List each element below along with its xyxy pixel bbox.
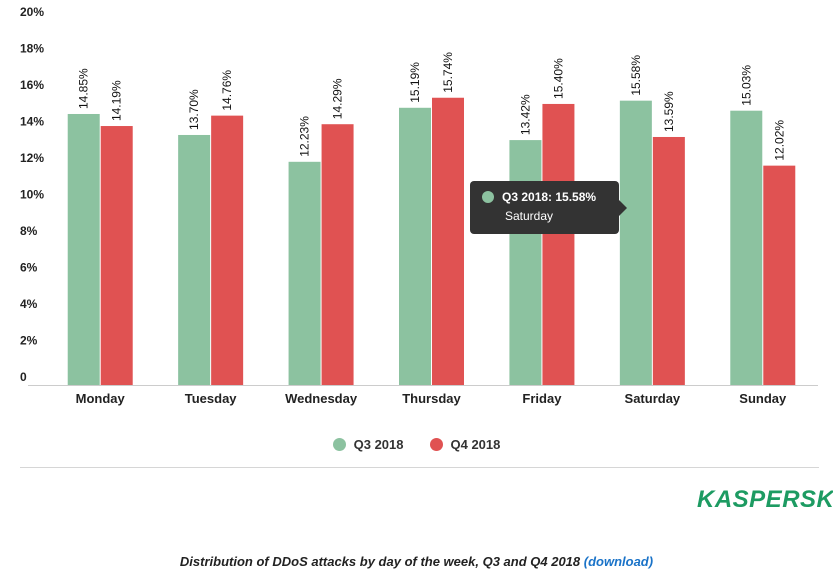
legend-q3-dot — [332, 438, 346, 451]
bars-group: 14.85% 14.19% 13.70% 14.76% 12.23% 14.29% 15.1… — [67, 52, 796, 386]
data-label: 15.58% — [629, 55, 643, 96]
x-tick-label: Saturday — [625, 391, 681, 406]
y-tick-label: 12% — [20, 151, 44, 165]
tooltip: Q3 2018: 15.58% Saturday — [470, 181, 627, 234]
logo-text: KASPERSKY — [697, 486, 833, 513]
x-tick-label: Friday — [522, 391, 562, 406]
legend: Q3 2018 Q4 2018 — [0, 437, 833, 452]
tooltip-series-dot — [482, 191, 494, 203]
x-axis: Monday Tuesday Wednesday Thursday Friday Satu… — [76, 391, 787, 406]
data-label: 15.74% — [441, 52, 455, 93]
bar[interactable] — [100, 126, 133, 385]
x-tick-label: Wednesday — [285, 391, 358, 406]
tooltip-subtitle: Saturday — [505, 209, 554, 223]
data-label: 14.76% — [220, 70, 234, 111]
data-label: 13.59% — [662, 91, 676, 132]
data-label: 12.02% — [772, 120, 786, 161]
y-tick-label: 8% — [20, 224, 38, 238]
y-tick-label: 14% — [20, 115, 44, 129]
bar[interactable] — [730, 110, 763, 385]
y-tick-label: 20% — [20, 5, 44, 19]
y-axis: 0 2% 4% 6% 8% 10% 12% 14% 16% 18% 20% — [20, 5, 44, 384]
data-label: 15.03% — [739, 65, 753, 106]
bar[interactable] — [542, 103, 575, 385]
y-tick-label: 0 — [20, 370, 27, 384]
data-label: 14.29% — [331, 78, 345, 119]
y-tick-label: 16% — [20, 78, 44, 92]
legend-q3-label: Q3 2018 — [353, 437, 404, 452]
x-tick-label: Thursday — [402, 391, 461, 406]
caption: Distribution of DDoS attacks by day of t… — [0, 554, 833, 569]
data-label: 15.19% — [408, 62, 422, 103]
x-tick-label: Tuesday — [185, 391, 238, 406]
bar[interactable] — [432, 97, 464, 386]
tooltip-title: Q3 2018: 15.58% — [502, 190, 597, 204]
caption-text: Distribution of DDoS attacks by day of t… — [179, 554, 584, 569]
x-tick-label: Monday — [76, 391, 126, 406]
tooltip-arrow — [619, 200, 627, 216]
data-label: 13.42% — [518, 94, 532, 135]
bar[interactable] — [652, 136, 685, 385]
data-label: 12.23% — [298, 116, 312, 157]
data-label: 14.19% — [110, 80, 124, 121]
legend-q4-dot — [429, 438, 443, 451]
bar[interactable] — [763, 165, 796, 385]
bar[interactable] — [178, 134, 211, 385]
bar[interactable] — [509, 140, 542, 385]
y-tick-label: 6% — [20, 261, 38, 275]
legend-item-q3[interactable]: Q3 2018 — [332, 437, 404, 452]
y-tick-label: 2% — [20, 334, 38, 348]
bar[interactable] — [321, 124, 354, 386]
legend-item-q4[interactable]: Q4 2018 — [429, 437, 501, 452]
bar[interactable] — [288, 161, 321, 385]
x-tick-label: Sunday — [739, 391, 787, 406]
bar-chart: 0 2% 4% 6% 8% 10% 12% 14% 16% 18% 20% 14.85% 14.19%… — [20, 5, 818, 406]
legend-q4-label: Q4 2018 — [450, 437, 501, 452]
bar[interactable] — [619, 100, 652, 385]
kaspersky-logo: KASPERSKYlab — [697, 486, 833, 514]
bar[interactable] — [211, 115, 244, 385]
bar[interactable] — [399, 107, 431, 385]
y-tick-label: 18% — [20, 42, 44, 56]
data-label: 14.85% — [77, 68, 91, 109]
download-link[interactable]: (download) — [583, 554, 654, 569]
data-label: 15.40% — [551, 58, 565, 99]
divider — [20, 467, 819, 468]
data-label: 13.70% — [187, 89, 201, 130]
y-tick-label: 4% — [20, 297, 38, 311]
bar[interactable] — [67, 113, 100, 386]
y-tick-label: 10% — [20, 188, 44, 202]
